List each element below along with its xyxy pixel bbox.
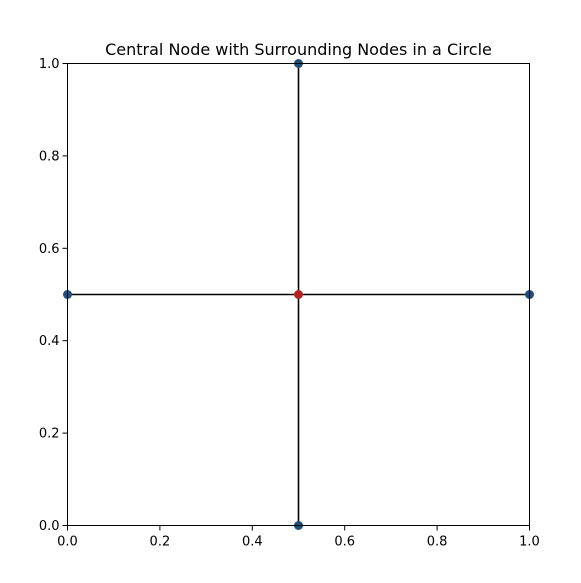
y-tick-label: 0.8 (39, 149, 60, 164)
y-tick-label: 0.6 (39, 242, 60, 257)
y-tick-label: 0.0 (39, 519, 60, 534)
x-tick-label: 0.2 (150, 535, 171, 550)
x-tick-label: 0.6 (334, 535, 355, 550)
x-tick-label: 0.0 (57, 535, 78, 550)
y-tick-label: 0.4 (39, 334, 60, 349)
y-tick-label: 1.0 (39, 57, 60, 72)
y-axis: 0.0 0.2 0.4 0.6 0.8 1.0 (39, 57, 68, 534)
y-tick-label: 0.2 (39, 427, 60, 442)
plot-frame (67, 63, 530, 526)
x-tick-label: 1.0 (519, 535, 540, 550)
x-axis: 0.0 0.2 0.4 0.6 0.8 1.0 (57, 525, 540, 550)
x-tick-label: 0.4 (242, 535, 263, 550)
edges (67, 63, 530, 526)
chart-title: Central Node with Surrounding Nodes in a… (105, 40, 492, 59)
x-tick-label: 0.8 (427, 535, 448, 550)
central-node (294, 290, 303, 299)
